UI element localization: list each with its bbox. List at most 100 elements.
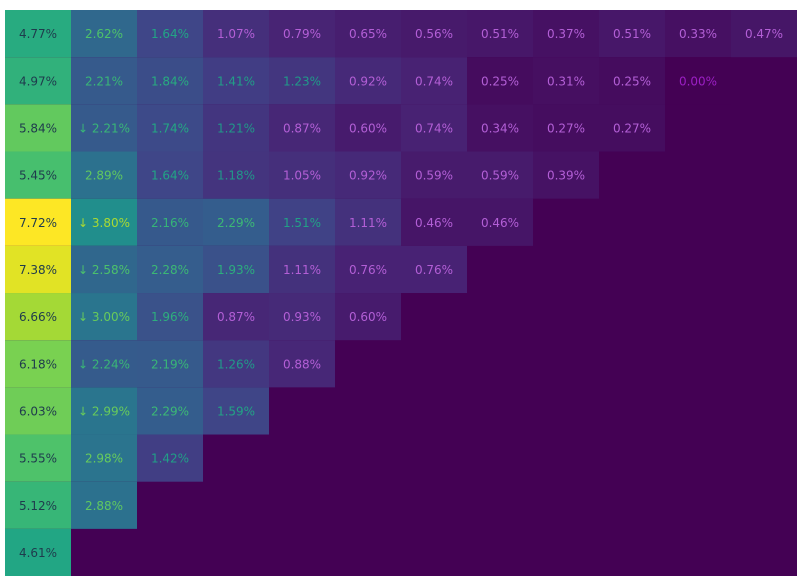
heatmap-cell-r10-c1 xyxy=(71,481,137,529)
heatmap-label-r9-c0: 5.55% xyxy=(19,452,57,466)
heatmap-cell-r6-c3 xyxy=(203,293,269,341)
heatmap-cell-r4-c2 xyxy=(137,198,203,246)
heatmap-cell-r1-c1 xyxy=(71,57,137,105)
heatmap-label-r1-c8: 0.31% xyxy=(547,74,585,88)
heatmap-cell-r2-c5 xyxy=(335,104,401,152)
heatmap-cell-r6-c5 xyxy=(335,293,401,341)
heatmap-cell-r8-c0 xyxy=(5,387,71,435)
heatmap-label-r4-c5: 1.11% xyxy=(349,216,387,230)
heatmap-label-r0-c11: 0.47% xyxy=(745,27,783,41)
heatmap-label-r1-c1: 2.21% xyxy=(85,74,123,88)
heatmap-cell-r7-c0 xyxy=(5,340,71,388)
heatmap-label-r7-c2: 2.19% xyxy=(151,357,189,371)
heatmap-label-r1-c6: 0.74% xyxy=(415,74,453,88)
heatmap-cell-r5-c1 xyxy=(71,245,137,294)
heatmap-label-r2-c6: 0.74% xyxy=(415,121,453,135)
heatmap-cell-r2-c3 xyxy=(203,104,269,152)
heatmap-label-r3-c2: 1.64% xyxy=(151,169,189,183)
heatmap-label-r0-c4: 0.79% xyxy=(283,27,321,41)
heatmap-label-r5-c3: 1.93% xyxy=(217,263,255,277)
heatmap-label-r0-c7: 0.51% xyxy=(481,27,519,41)
heatmap-label-r7-c0: 6.18% xyxy=(19,357,57,371)
heatmap-cell-r0-c9 xyxy=(599,10,665,58)
heatmap-label-r6-c1: ↓ 3.00% xyxy=(78,310,130,324)
heatmap-cell-r2-c4 xyxy=(269,104,335,152)
heatmap-cell-r1-c5 xyxy=(335,57,401,105)
heatmap-label-r0-c10: 0.33% xyxy=(679,27,717,41)
heatmap-cell-r4-c7 xyxy=(467,198,533,246)
heatmap-label-r11-c0: 4.61% xyxy=(19,546,57,560)
heatmap-label-r5-c6: 0.76% xyxy=(415,263,453,277)
heatmap-label-r8-c0: 6.03% xyxy=(19,404,57,418)
heatmap-label-r2-c1: ↓ 2.21% xyxy=(78,121,130,135)
heatmap-cell-r5-c4 xyxy=(269,245,335,294)
heatmap-cell-r8-c2 xyxy=(137,387,203,435)
heatmap-label-r4-c2: 2.16% xyxy=(151,216,189,230)
heatmap-cell-r0-c4 xyxy=(269,10,335,58)
heatmap-label-r9-c2: 1.42% xyxy=(151,452,189,466)
heatmap-cell-r8-c3 xyxy=(203,387,269,435)
heatmap-cell-r4-c4 xyxy=(269,198,335,246)
heatmap-cell-r6-c1 xyxy=(71,293,137,341)
heatmap-cell-r4-c5 xyxy=(335,198,401,246)
heatmap-cell-r3-c3 xyxy=(203,151,269,199)
heatmap-label-r4-c6: 0.46% xyxy=(415,216,453,230)
heatmap-label-r0-c0: 4.77% xyxy=(19,27,57,41)
heatmap-label-r5-c2: 2.28% xyxy=(151,263,189,277)
heatmap-label-r7-c1: ↓ 2.24% xyxy=(78,357,130,371)
heatmap-cell-r7-c4 xyxy=(269,340,335,388)
heatmap-cell-r5-c0 xyxy=(5,245,71,294)
heatmap-cell-r0-c5 xyxy=(335,10,401,58)
heatmap-cell-r2-c2 xyxy=(137,104,203,152)
heatmap-cell-r0-c6 xyxy=(401,10,467,58)
heatmap-label-r7-c3: 1.26% xyxy=(217,357,255,371)
heatmap-cell-r4-c6 xyxy=(401,198,467,246)
heatmap-cell-r0-c8 xyxy=(533,10,599,58)
heatmap-cell-r9-c2 xyxy=(137,434,203,482)
heatmap-cell-r1-c2 xyxy=(137,57,203,105)
heatmap-label-r0-c2: 1.64% xyxy=(151,27,189,41)
heatmap-cell-r2-c9 xyxy=(599,104,665,152)
heatmap-label-r0-c3: 1.07% xyxy=(217,27,255,41)
heatmap-label-r4-c0: 7.72% xyxy=(19,216,57,230)
heatmap-label-r2-c2: 1.74% xyxy=(151,121,189,135)
heatmap-label-r6-c5: 0.60% xyxy=(349,310,387,324)
heatmap-label-r5-c4: 1.11% xyxy=(283,263,321,277)
heatmap-label-r2-c0: 5.84% xyxy=(19,121,57,135)
heatmap-label-r3-c0: 5.45% xyxy=(19,169,57,183)
heatmap-label-r1-c5: 0.92% xyxy=(349,74,387,88)
heatmap-cell-r9-c1 xyxy=(71,434,137,482)
heatmap-label-r5-c5: 0.76% xyxy=(349,263,387,277)
heatmap-cell-r7-c1 xyxy=(71,340,137,388)
heatmap-cell-r5-c3 xyxy=(203,245,269,294)
heatmap-label-r2-c8: 0.27% xyxy=(547,121,585,135)
heatmap-label-r1-c7: 0.25% xyxy=(481,74,519,88)
heatmap-label-r0-c9: 0.51% xyxy=(613,27,651,41)
heatmap-cell-r0-c2 xyxy=(137,10,203,58)
heatmap-cell-r4-c3 xyxy=(203,198,269,246)
heatmap-label-r3-c4: 1.05% xyxy=(283,169,321,183)
heatmap-label-r1-c2: 1.84% xyxy=(151,74,189,88)
heatmap-label-r9-c1: 2.98% xyxy=(85,452,123,466)
heatmap-cell-r9-c0 xyxy=(5,434,71,482)
heatmap-cell-r1-c6 xyxy=(401,57,467,105)
heatmap-label-r4-c1: ↓ 3.80% xyxy=(78,216,130,230)
heatmap-label-r10-c1: 2.88% xyxy=(85,499,123,513)
heatmap-label-r6-c0: 6.66% xyxy=(19,310,57,324)
heatmap-label-r3-c6: 0.59% xyxy=(415,169,453,183)
heatmap-cell-r7-c3 xyxy=(203,340,269,388)
heatmap-label-r2-c7: 0.34% xyxy=(481,121,519,135)
heatmap-cell-r6-c4 xyxy=(269,293,335,341)
heatmap-cell-r3-c4 xyxy=(269,151,335,199)
heatmap-label-r4-c4: 1.51% xyxy=(283,216,321,230)
heatmap-label-r10-c0: 5.12% xyxy=(19,499,57,513)
heatmap-label-r0-c1: 2.62% xyxy=(85,27,123,41)
heatmap-cell-r3-c2 xyxy=(137,151,203,199)
heatmap-label-r3-c1: 2.89% xyxy=(85,169,123,183)
heatmap-cell-r2-c7 xyxy=(467,104,533,152)
heatmap-cell-r3-c7 xyxy=(467,151,533,199)
heatmap-cell-r10-c0 xyxy=(5,481,71,529)
heatmap-cell-r0-c7 xyxy=(467,10,533,58)
heatmap-cell-r0-c3 xyxy=(203,10,269,58)
heatmap-label-r6-c3: 0.87% xyxy=(217,310,255,324)
